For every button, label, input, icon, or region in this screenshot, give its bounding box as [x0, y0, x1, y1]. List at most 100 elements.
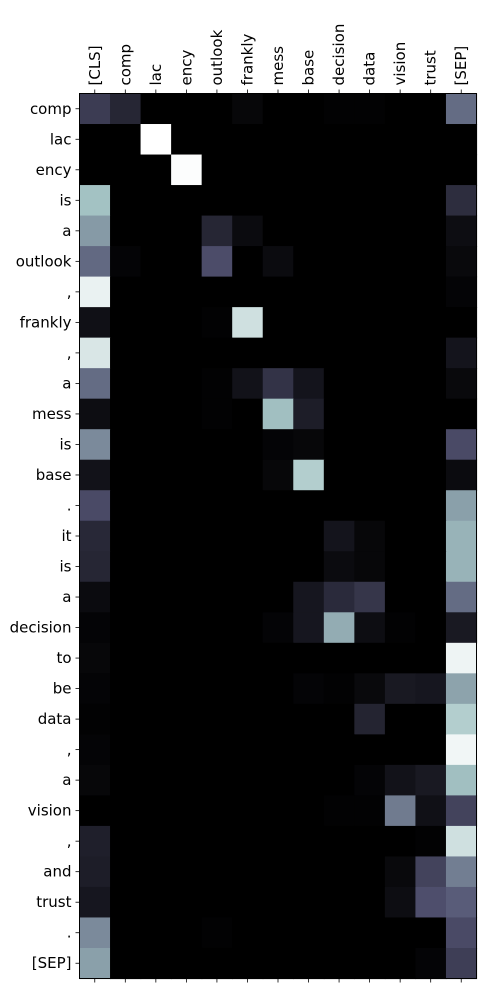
heatmap-cell: [354, 551, 386, 583]
heatmap-cell: [110, 642, 142, 674]
y-tick-label: ,: [67, 283, 72, 301]
heatmap-cell: [323, 947, 355, 980]
heatmap-cell: [445, 642, 478, 674]
heatmap-cell: [415, 307, 447, 339]
heatmap-cell: [201, 856, 233, 888]
heatmap-cell: [354, 612, 386, 644]
heatmap-cell: [171, 246, 203, 278]
y-tick-label: lac: [50, 130, 72, 148]
heatmap-cell: [445, 856, 478, 888]
heatmap-cell: [293, 703, 325, 735]
heatmap-cell: [293, 673, 325, 705]
y-tick-label: a: [62, 588, 71, 606]
heatmap-cell: [201, 520, 233, 552]
heatmap-cell: [262, 520, 294, 552]
heatmap-cell: [110, 215, 142, 247]
heatmap-cell: [415, 642, 447, 674]
heatmap-cell: [201, 551, 233, 583]
heatmap-cell: [415, 825, 447, 858]
heatmap-cell: [171, 764, 203, 796]
heatmap-cell: [354, 703, 386, 735]
heatmap-cell: [384, 368, 417, 400]
y-tick-label: ,: [67, 741, 72, 759]
heatmap-cell: [232, 124, 264, 156]
heatmap-cell: [171, 917, 203, 949]
heatmap-cell: [323, 93, 355, 125]
heatmap-cell: [445, 307, 478, 339]
heatmap-cell: [79, 307, 111, 339]
heatmap-cell: [232, 490, 264, 522]
heatmap-cell: [201, 337, 233, 369]
heatmap-cell: [384, 673, 417, 705]
heatmap-cell: [232, 764, 264, 796]
heatmap-cell: [201, 154, 233, 186]
heatmap-cell: [415, 764, 447, 796]
heatmap-cell: [171, 703, 203, 735]
heatmap-cell: [445, 581, 478, 613]
heatmap-cell: [201, 307, 233, 339]
heatmap-cell: [232, 429, 264, 461]
heatmap-cell: [262, 673, 294, 705]
heatmap-cell: [201, 490, 233, 522]
heatmap-cell: [415, 917, 447, 949]
heatmap-cell: [110, 581, 142, 613]
heatmap-cell: [354, 795, 386, 827]
heatmap-cell: [293, 642, 325, 674]
heatmap-cell: [201, 215, 233, 247]
heatmap-cell: [415, 490, 447, 522]
heatmap-cell: [171, 124, 203, 156]
heatmap-cell: [110, 154, 142, 186]
heatmap-cell: [415, 703, 447, 735]
heatmap-cell: [79, 856, 111, 888]
heatmap-cell: [445, 337, 478, 369]
x-tick-label: base: [300, 50, 318, 86]
heatmap-cell: [262, 642, 294, 674]
heatmap-cell: [201, 276, 233, 308]
heatmap-cell: [171, 856, 203, 888]
heatmap-cell: [293, 459, 325, 491]
heatmap-cell: [445, 215, 478, 247]
heatmap-cell: [384, 124, 417, 156]
heatmap-cell: [140, 581, 172, 613]
heatmap-cell: [201, 673, 233, 705]
heatmap-cell: [415, 429, 447, 461]
heatmap-cell: [79, 947, 111, 980]
heatmap-cell: [79, 215, 111, 247]
heatmap-cell: [445, 551, 478, 583]
y-tick-label: vision: [28, 802, 72, 820]
y-tick-label: .: [67, 496, 72, 514]
heatmap-cell: [232, 246, 264, 278]
heatmap-cell: [171, 368, 203, 400]
heatmap-cell: [262, 154, 294, 186]
heatmap-cell: [415, 734, 447, 766]
x-tick-label: mess: [269, 46, 287, 86]
y-tick-label: is: [60, 191, 72, 209]
heatmap-cell: [171, 551, 203, 583]
heatmap-cell: [445, 612, 478, 644]
heatmap-cell: [79, 581, 111, 613]
heatmap-cell: [110, 673, 142, 705]
heatmap-cell: [110, 734, 142, 766]
heatmap-cell: [293, 551, 325, 583]
y-tick-label: comp: [30, 100, 72, 118]
y-tick-label: data: [38, 710, 72, 728]
heatmap-cell: [79, 795, 111, 827]
x-tick-label: comp: [116, 44, 134, 86]
heatmap-cell: [354, 124, 386, 156]
heatmap-cell: [171, 886, 203, 919]
heatmap-cell: [384, 490, 417, 522]
heatmap-cell: [323, 917, 355, 949]
heatmap-cell: [79, 551, 111, 583]
heatmap-cell: [232, 856, 264, 888]
heatmap-cell: [232, 154, 264, 186]
heatmap-cell: [232, 825, 264, 858]
heatmap-cell: [110, 947, 142, 980]
heatmap-cell: [79, 703, 111, 735]
heatmap-cell: [415, 947, 447, 980]
heatmap-cell: [232, 276, 264, 308]
heatmap-cell: [384, 459, 417, 491]
heatmap-cell: [140, 398, 172, 430]
heatmap-cell: [232, 520, 264, 552]
y-tick-label: a: [62, 374, 71, 392]
heatmap-cell: [171, 490, 203, 522]
